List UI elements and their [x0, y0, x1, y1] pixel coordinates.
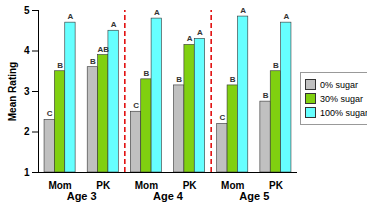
svg-text:C: C [219, 113, 225, 122]
html-text:0% sugar: 0% sugar [320, 79, 358, 90]
svg-text:Mean Rating: Mean Rating [7, 62, 18, 121]
svg-text:B: B [273, 61, 279, 70]
html-text:30% sugar: 30% sugar [320, 93, 363, 104]
svg-text:B: B [176, 75, 182, 84]
svg-text:Age 3: Age 3 [67, 190, 97, 202]
svg-text:Mom: Mom [134, 179, 159, 191]
svg-text:B: B [90, 57, 96, 66]
svg-text:PK: PK [269, 180, 284, 191]
svg-text:A: A [68, 12, 74, 21]
svg-text:A: A [197, 28, 203, 37]
svg-text:A: A [187, 34, 193, 43]
svg-text:B: B [230, 75, 236, 84]
svg-text:A: A [283, 12, 289, 21]
svg-text:PK: PK [96, 180, 111, 191]
svg-text:B: B [144, 69, 150, 78]
svg-text:Age 5: Age 5 [239, 190, 269, 202]
svg-text:B: B [57, 61, 63, 70]
svg-text:C: C [133, 101, 139, 110]
svg-text:C: C [47, 109, 53, 118]
svg-text:A: A [240, 6, 246, 15]
svg-text:4: 4 [24, 45, 30, 56]
html-text:100% sugar: 100% sugar [320, 107, 367, 118]
svg-text:A: A [111, 20, 117, 29]
svg-text:2: 2 [24, 126, 30, 137]
svg-text:A: A [154, 8, 160, 17]
svg-text:3: 3 [24, 86, 30, 97]
svg-text:Age 4: Age 4 [153, 190, 184, 202]
svg-text:5: 5 [24, 5, 30, 16]
svg-text:AB: AB [97, 45, 109, 54]
svg-text:Mom: Mom [221, 179, 245, 191]
svg-text:PK: PK [183, 180, 198, 191]
svg-text:B: B [263, 91, 269, 100]
svg-text:Mom: Mom [48, 179, 72, 191]
svg-text:1: 1 [24, 167, 30, 178]
